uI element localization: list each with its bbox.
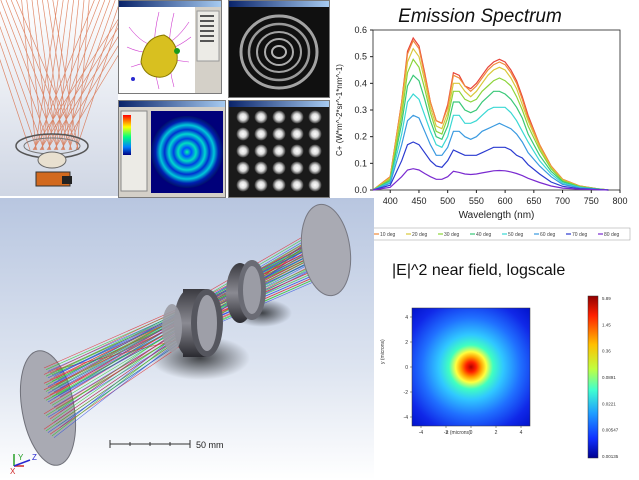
legend-label: 10 deg — [380, 232, 396, 238]
y-tick-label: 0.5 — [354, 52, 367, 62]
nf-x-tick-label: 4 — [520, 430, 523, 436]
series-line — [372, 39, 609, 191]
y-tick-label: 0.0 — [354, 185, 367, 195]
colorbar-tick-label: 0.0891 — [602, 375, 616, 380]
false-color-image — [119, 107, 225, 197]
nf-x-tick-label: -2 — [444, 430, 449, 436]
legend-label: 60 deg — [540, 232, 556, 238]
x-tick-label: 650 — [526, 196, 541, 206]
legend-label: 20 deg — [412, 232, 428, 238]
colorbar-tick-label: 0.00547 — [602, 428, 619, 433]
lamp-raytrace-image — [0, 0, 118, 196]
lamp-raytrace-panel — [0, 0, 118, 196]
concentric-rings-image — [229, 7, 329, 97]
x-tick-label: 700 — [555, 196, 570, 206]
legend-label: 40 deg — [476, 232, 492, 238]
series-line — [372, 47, 609, 191]
series-line — [372, 141, 609, 191]
y-tick-label: 0.3 — [354, 105, 367, 115]
axis-x-label: X — [10, 467, 16, 476]
colorbar-tick-label: 0.36 — [602, 349, 611, 354]
legend-label: 80 deg — [604, 232, 620, 238]
emission-spectrum-panel: Emission Spectrum 0.0 0.1 0.2 0.3 0.4 0.5 0.6 4… — [330, 0, 639, 248]
polar-plot-canvas — [119, 7, 220, 93]
x-tick-label: 400 — [383, 196, 398, 206]
x-tick-label: 500 — [440, 196, 455, 206]
legend-label: 30 deg — [444, 232, 460, 238]
x-tick-label: 800 — [612, 196, 627, 206]
nf-y-tick-label: -4 — [404, 415, 409, 421]
axes-indicator — [13, 454, 31, 467]
axis-z-label: Z — [32, 453, 37, 462]
near-field-title: |E|^2 near field, logscale — [392, 262, 566, 279]
colorbar-tick-label: 0.00135 — [602, 454, 619, 459]
x-tick-label: 750 — [584, 196, 599, 206]
legend-label: 70 deg — [572, 232, 588, 238]
series-line — [372, 168, 609, 191]
series-line — [372, 93, 609, 191]
scale-bar — [109, 440, 191, 448]
nf-x-tick-label: 0 — [470, 430, 473, 436]
dot-array-window[interactable] — [228, 100, 330, 198]
nf-y-tick-label: -2 — [404, 390, 409, 396]
nf-x-tick-label: 2 — [495, 430, 498, 436]
near-field-xlabel: x (microns) — [446, 430, 471, 436]
x-tick-label: 550 — [469, 196, 484, 206]
y-axis-label: C+ (W*m^-2*sr^-1*nm^-1) — [335, 64, 344, 156]
y-tick-label: 0.2 — [354, 132, 367, 142]
lens-raytrace-panel: X Y Z 50 mm — [0, 198, 374, 480]
nf-y-tick-label: 4 — [405, 315, 408, 321]
lens-raytrace-image: X Y Z 50 mm — [0, 198, 374, 480]
near-field-panel: |E|^2 near field, logscale -4 -2 0 2 — [376, 252, 639, 480]
x-tick-label: 450 — [411, 196, 426, 206]
polar-plot-window[interactable] — [118, 0, 222, 94]
near-field-plot: -4 -2 0 2 4 4 2 0 -2 -4 5.89 1.45 0.36 0.0891 0.0221 0… — [404, 295, 619, 459]
axis-y-label: Y — [18, 453, 24, 462]
series-line — [372, 114, 609, 191]
legend-label: 50 deg — [508, 232, 524, 238]
emission-chart: 0.0 0.1 0.2 0.3 0.4 0.5 0.6 400 450 500 550 600 650 7… — [335, 25, 631, 241]
nf-x-tick-label: -4 — [419, 430, 424, 436]
y-tick-label: 0.4 — [354, 78, 367, 88]
nf-y-tick-label: 0 — [405, 365, 408, 371]
y-tick-label: 0.1 — [354, 158, 367, 168]
dot-array-image — [229, 107, 329, 197]
colorbar-tick-label: 0.0221 — [602, 401, 616, 406]
concentric-rings-window[interactable] — [228, 0, 330, 98]
series-line — [372, 74, 609, 191]
scale-bar-label: 50 mm — [196, 440, 224, 450]
series-line — [372, 58, 609, 191]
emission-plot-frame — [372, 29, 621, 191]
false-color-window[interactable] — [118, 100, 226, 198]
x-tick-label: 600 — [498, 196, 513, 206]
x-axis-label: Wavelength (nm) — [459, 210, 535, 221]
colorbar-tick-label: 5.89 — [602, 296, 611, 301]
nf-y-tick-label: 2 — [405, 340, 408, 346]
colorbar-tick-label: 1.45 — [602, 322, 611, 327]
near-field-ylabel: y (microns) — [380, 339, 386, 364]
emission-chart-title: Emission Spectrum — [398, 6, 562, 27]
y-tick-label: 0.6 — [354, 25, 367, 35]
